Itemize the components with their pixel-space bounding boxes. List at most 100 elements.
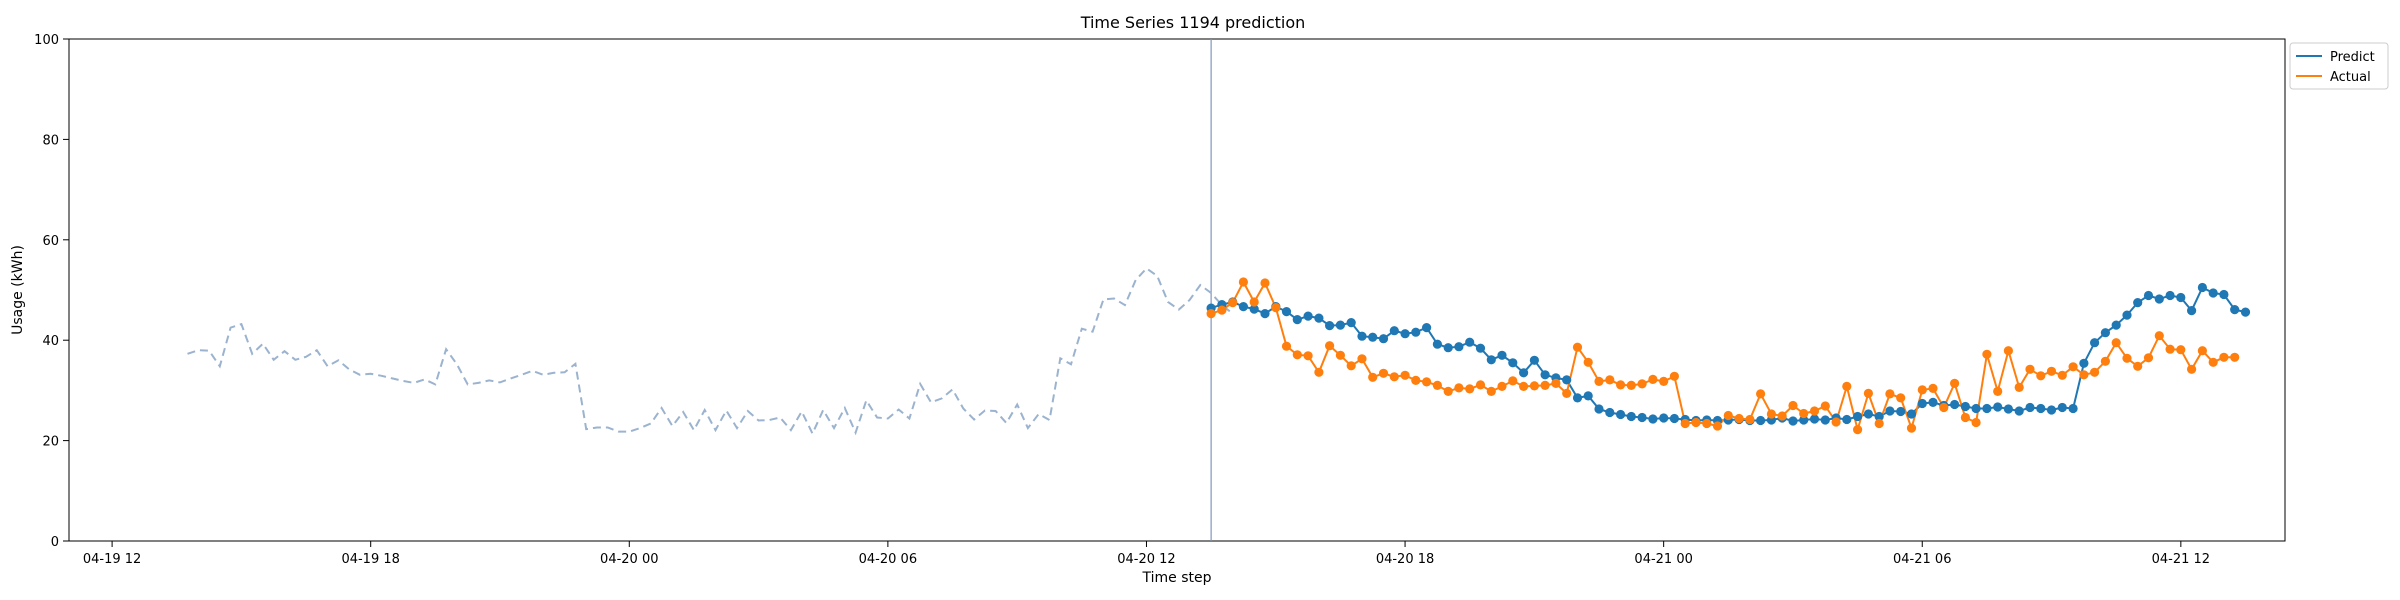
predict-point [2176, 292, 2186, 303]
predict-point [1809, 414, 1820, 424]
actual-point [1734, 413, 1744, 424]
actual-point [1432, 380, 1442, 390]
actual-point [1497, 381, 1507, 391]
actual-point [2111, 338, 2121, 348]
actual-point [1788, 400, 1798, 411]
legend-box [2289, 42, 2389, 90]
actual-point [2100, 356, 2110, 366]
predict-point [1799, 415, 1809, 425]
legend-actual-label: Actual [2330, 70, 2371, 85]
actual-point [1616, 380, 1626, 390]
predict-point [1562, 375, 1572, 385]
predict-point [1281, 307, 1292, 317]
predict-point [1249, 304, 1259, 314]
x-tick-label: 04-21 12 [2152, 552, 2210, 567]
actual-point [1583, 357, 1593, 367]
history-series-line [187, 267, 1234, 436]
actual-point [1939, 402, 1949, 413]
predict-point [1400, 329, 1410, 339]
predict-point [2187, 306, 2197, 316]
predict-point [2154, 294, 2164, 304]
actual-point [2079, 370, 2089, 380]
predict-point [1659, 413, 1669, 423]
actual-series-points [1206, 277, 2240, 435]
predict-point [1874, 411, 1884, 422]
predict-point [1917, 398, 1927, 409]
predict-point [1842, 414, 1852, 425]
predict-point [2003, 404, 2013, 414]
actual-point [1680, 418, 1690, 429]
y-tick-label: 0 [51, 535, 59, 550]
actual-point [1454, 383, 1464, 393]
actual-point [1357, 354, 1367, 364]
predict-point [1346, 318, 1356, 328]
actual-point [2014, 382, 2024, 392]
actual-point [1594, 376, 1604, 386]
actual-point [1228, 298, 1238, 308]
actual-point [2036, 371, 2046, 381]
predict-point [1626, 411, 1636, 422]
actual-point [1863, 388, 1873, 398]
predict-point [1325, 321, 1335, 331]
actual-point [1669, 371, 1679, 381]
predict-point [1508, 358, 1518, 368]
predict-point [1971, 403, 1981, 414]
predict-point [1906, 409, 1917, 419]
predict-point [1260, 309, 1270, 319]
actual-point [1335, 350, 1345, 360]
actual-point [1605, 375, 1615, 385]
x-axis: 04-19 12 04-19 18 04-20 00 04-20 06 04-20 12… [83, 541, 2210, 567]
predict-point [1928, 397, 1938, 407]
actual-point [2187, 364, 2197, 374]
actual-point [1950, 378, 1960, 388]
predict-point [1422, 323, 1432, 333]
actual-point [1756, 389, 1766, 399]
predict-point [1529, 355, 1539, 365]
actual-point [1540, 380, 1550, 390]
actual-point [1281, 341, 1292, 351]
predict-point [1648, 414, 1658, 424]
x-tick-label: 04-20 06 [859, 552, 917, 567]
predict-point [1982, 403, 1992, 414]
predict-point [1432, 339, 1442, 349]
predict-point [1820, 415, 1830, 425]
actual-point [2003, 346, 2013, 356]
predict-point [1594, 404, 1604, 414]
predict-point [1669, 413, 1679, 424]
predict-series-line [1210, 286, 2246, 423]
y-tick-label: 100 [34, 33, 59, 48]
predict-point [1756, 415, 1766, 426]
predict-point [1572, 393, 1583, 403]
actual-point [2176, 345, 2186, 355]
actual-point [2046, 366, 2057, 376]
predict-point [2143, 290, 2154, 301]
actual-point [1475, 380, 1486, 390]
predict-point [2036, 403, 2046, 414]
predict-point [2111, 320, 2121, 330]
x-axis-label: Time step [1142, 570, 1212, 586]
predict-point [1378, 334, 1389, 344]
actual-point [1325, 341, 1335, 351]
actual-point [1486, 386, 1496, 396]
legend: Predict Actual [2289, 42, 2389, 90]
actual-point [1519, 381, 1529, 391]
predict-point [1292, 315, 1302, 325]
actual-point [1249, 297, 1259, 307]
actual-point [1928, 383, 1938, 393]
actual-point [2133, 361, 2143, 371]
predict-point [2240, 307, 2251, 317]
predict-point [1335, 320, 1345, 330]
predict-point [1443, 343, 1453, 353]
chart-title: Time Series 1194 prediction [1080, 13, 1306, 32]
actual-point [1820, 401, 1830, 411]
predict-point [2025, 402, 2035, 413]
predict-point [1853, 411, 1863, 422]
predict-point [1389, 326, 1399, 336]
x-tick-label: 04-19 18 [341, 552, 399, 567]
x-tick-label: 04-20 00 [600, 552, 658, 567]
actual-point [1443, 386, 1453, 396]
predict-point [1465, 337, 1475, 347]
actual-point [1691, 417, 1701, 428]
predict-point [1960, 401, 1970, 412]
